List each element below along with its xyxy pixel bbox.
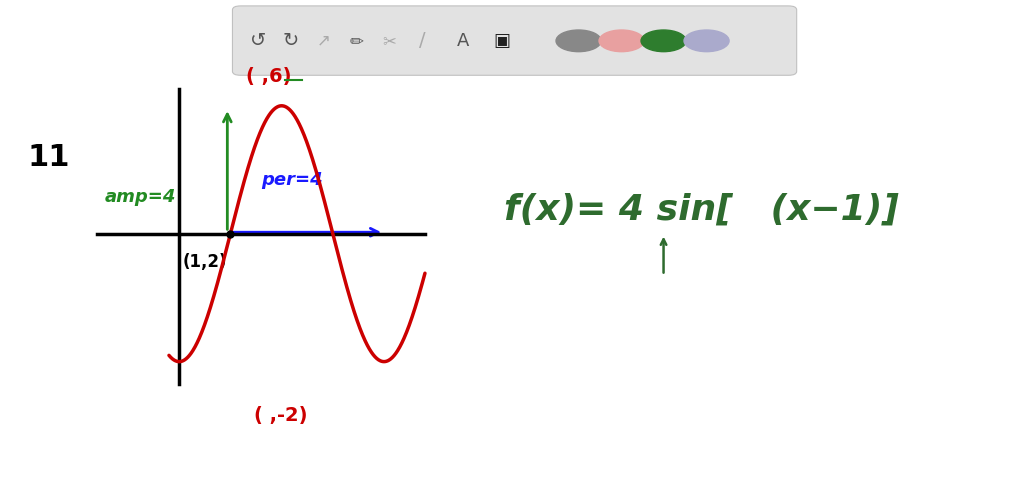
- Text: ▣: ▣: [494, 32, 510, 50]
- Text: A: A: [457, 32, 469, 50]
- Circle shape: [599, 30, 644, 52]
- Text: ↗: ↗: [316, 32, 331, 50]
- Circle shape: [556, 30, 601, 52]
- Text: ↻: ↻: [283, 31, 299, 50]
- Text: ( ,6): ( ,6): [246, 67, 291, 86]
- Text: ↺: ↺: [250, 31, 266, 50]
- Text: (1,2): (1,2): [182, 253, 226, 271]
- Circle shape: [641, 30, 686, 52]
- Text: f(x)= 4 sin[   (x−1)]: f(x)= 4 sin[ (x−1)]: [504, 192, 899, 226]
- Text: per=4: per=4: [261, 171, 323, 188]
- Circle shape: [684, 30, 729, 52]
- Text: 11: 11: [28, 143, 71, 172]
- Text: ✂: ✂: [382, 32, 396, 50]
- Text: ✏: ✏: [349, 32, 364, 50]
- Text: /: /: [419, 31, 425, 50]
- FancyBboxPatch shape: [232, 6, 797, 75]
- Text: amp=4: amp=4: [104, 188, 176, 206]
- Text: ( ,-2): ( ,-2): [254, 406, 307, 425]
